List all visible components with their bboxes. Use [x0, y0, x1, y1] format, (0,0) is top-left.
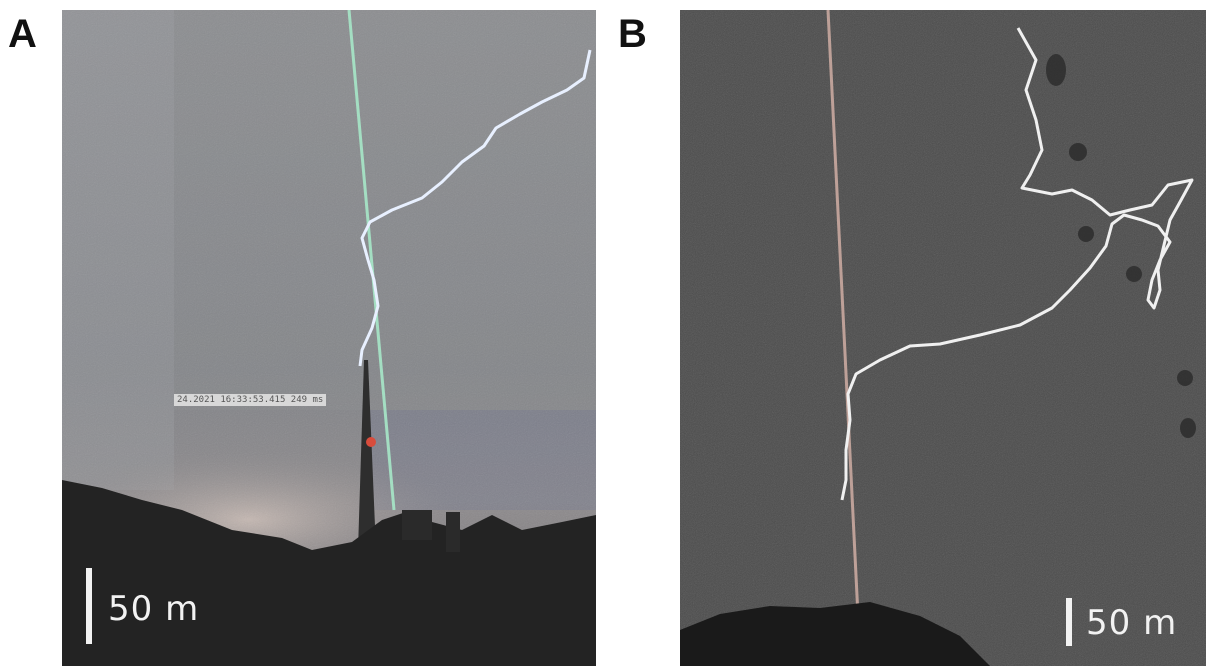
scale-bar-b — [1066, 598, 1072, 646]
panel-a-label: A — [8, 12, 37, 56]
laser-beam — [347, 10, 396, 511]
panel-b-photo: 50 m — [680, 10, 1206, 666]
lightning-channel — [358, 49, 592, 367]
lightning-laser-photo-b — [680, 10, 1206, 666]
panel-b-label: B — [618, 12, 647, 56]
tower — [358, 360, 376, 550]
lightning-laser-photo-a — [62, 10, 596, 666]
tower-light — [366, 437, 376, 447]
ground-b — [680, 602, 990, 666]
scale-label-b: 50 m — [1086, 603, 1178, 643]
lightning-channel-b — [840, 27, 1194, 501]
scale-bar-a — [86, 568, 92, 644]
hillside — [62, 480, 596, 666]
panel-a-photo: 24.2021 16:33:53.415 249 ms 50 m — [62, 10, 596, 666]
timestamp: 24.2021 16:33:53.415 249 ms — [174, 394, 327, 406]
scale-label-a: 50 m — [108, 589, 200, 629]
laser-beam-b — [826, 10, 860, 617]
